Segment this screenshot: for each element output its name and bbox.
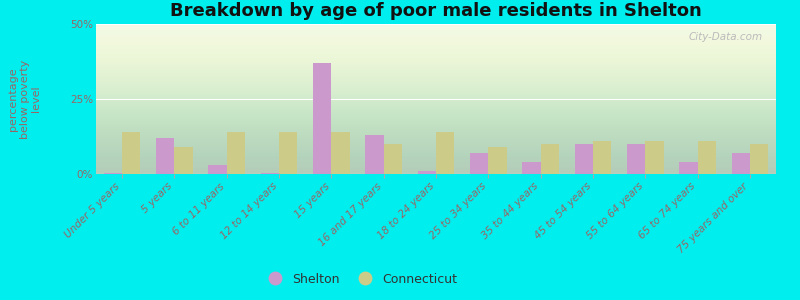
Bar [122,132,141,174]
Bar [488,147,506,174]
Bar [313,63,331,174]
Bar [646,141,663,174]
Text: City-Data.com: City-Data.com [688,32,762,41]
Bar [541,144,559,174]
Bar [470,153,488,174]
Bar [366,135,384,174]
Bar [226,132,245,174]
Bar [698,141,716,174]
Bar [593,141,611,174]
Bar [731,153,750,174]
Bar [384,144,402,174]
Bar [104,172,122,174]
Bar [156,138,174,174]
Bar [261,172,279,174]
Bar [750,144,768,174]
Bar [522,162,541,174]
Bar [627,144,646,174]
Bar [574,144,593,174]
Legend: Shelton, Connecticut: Shelton, Connecticut [258,268,462,291]
Bar [331,132,350,174]
Title: Breakdown by age of poor male residents in Shelton: Breakdown by age of poor male residents … [170,2,702,20]
Bar [174,147,193,174]
Text: percentage
below poverty
level: percentage below poverty level [8,59,42,139]
Bar [418,171,436,174]
Bar [209,165,226,174]
Bar [279,132,298,174]
Bar [436,132,454,174]
Bar [679,162,698,174]
